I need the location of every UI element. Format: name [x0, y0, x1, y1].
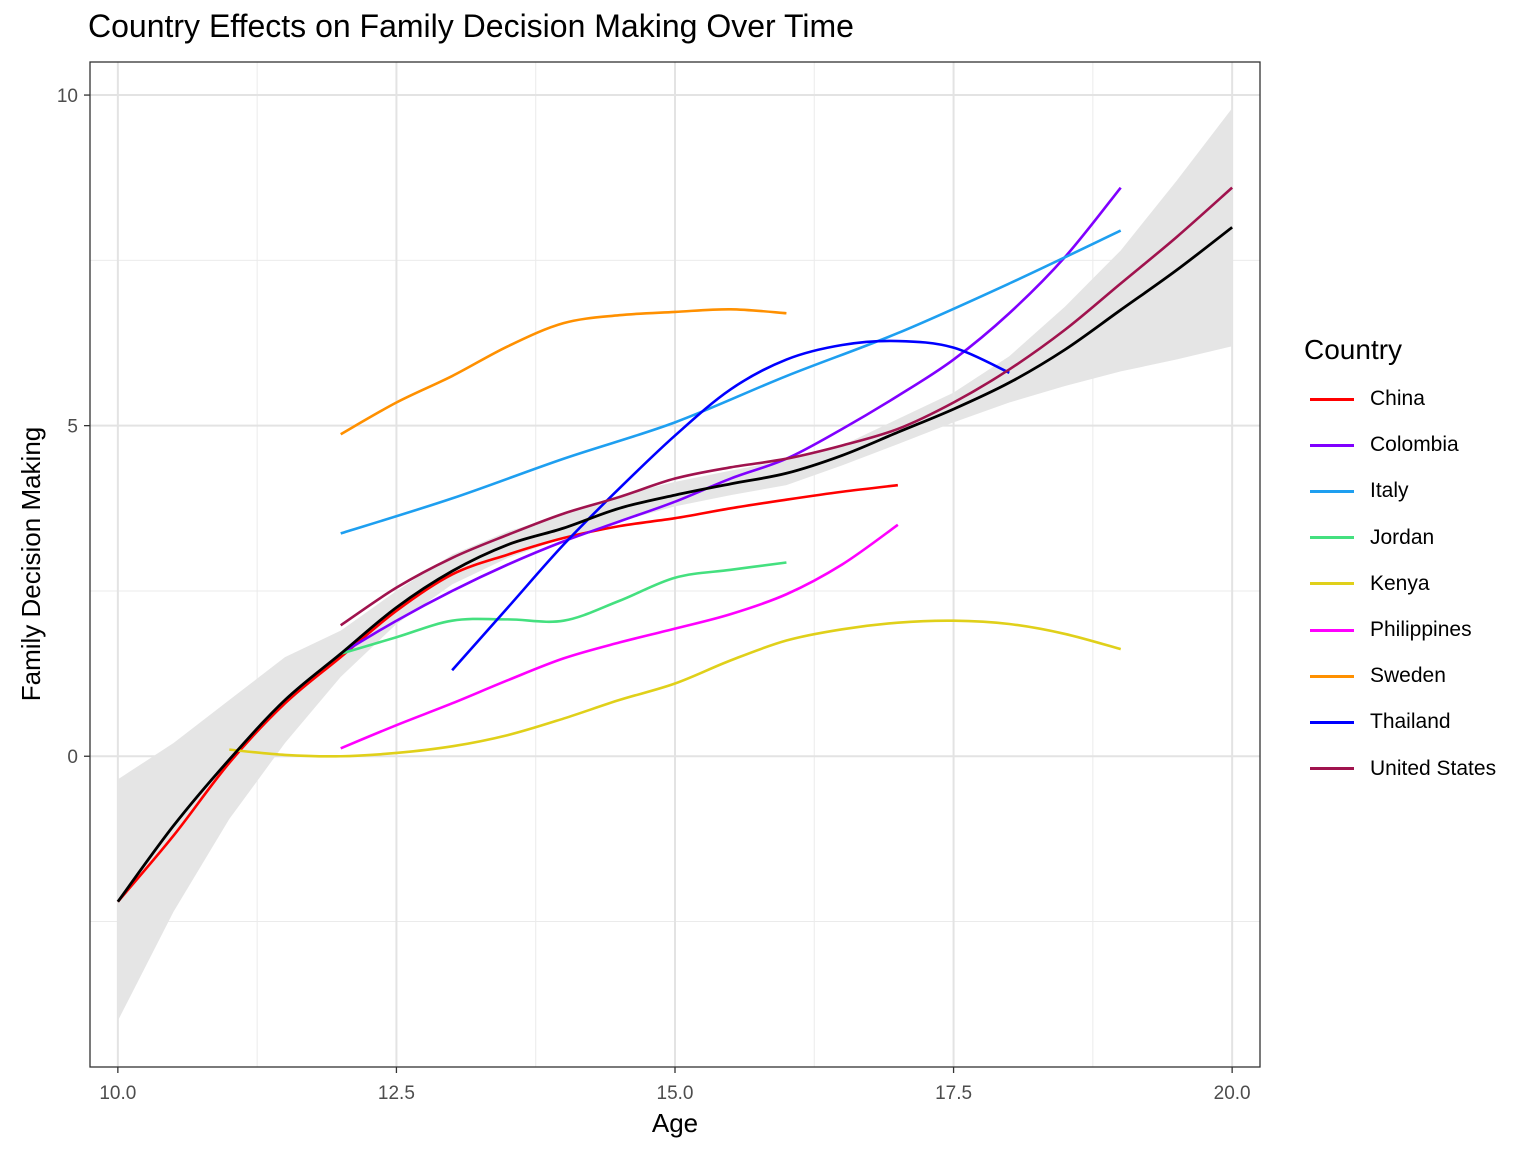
x-tick-label: 15.0	[657, 1083, 694, 1104]
legend-label: Jordan	[1370, 525, 1435, 549]
y-axis-title: Family Decision Making	[16, 427, 46, 702]
legend-key	[1310, 489, 1354, 493]
legend-label: Sweden	[1370, 664, 1446, 688]
legend-label: Italy	[1370, 479, 1409, 503]
legend-key	[1310, 536, 1354, 540]
legend-label: China	[1370, 387, 1425, 411]
legend-title: Country	[1304, 334, 1403, 365]
legend-item-united-states: United States	[1304, 746, 1496, 792]
legend-key	[1310, 397, 1354, 401]
legend-item-colombia: Colombia	[1304, 422, 1496, 468]
legend-key	[1310, 720, 1354, 724]
series-layer	[116, 186, 1234, 903]
legend-item-china: China	[1304, 376, 1496, 422]
legend-item-thailand: Thailand	[1304, 699, 1496, 745]
legend-label: Philippines	[1370, 618, 1472, 642]
series-line-colombia	[340, 186, 1122, 655]
series-line-jordan	[340, 561, 787, 656]
series-line-philippines	[340, 523, 899, 750]
legend-label: Kenya	[1370, 571, 1430, 595]
legend: Country China Colombia Italy Jordan Kenya Phi…	[1304, 334, 1496, 792]
legend-item-sweden: Sweden	[1304, 653, 1496, 699]
legend-key	[1310, 674, 1354, 678]
x-tick-label: 12.5	[378, 1083, 415, 1104]
legend-item-philippines: Philippines	[1304, 607, 1496, 653]
legend-label: Thailand	[1370, 710, 1451, 734]
legend-key	[1310, 582, 1354, 586]
x-tick-label: 10.0	[99, 1083, 136, 1104]
overall-fit-layer	[116, 226, 1233, 903]
legend-item-italy: Italy	[1304, 468, 1496, 514]
series-line-sweden	[340, 307, 787, 436]
legend-item-kenya: Kenya	[1304, 561, 1496, 607]
legend-key	[1310, 443, 1354, 447]
x-tick-label: 20.0	[1214, 1083, 1251, 1104]
series-line-italy	[340, 229, 1122, 535]
legend-item-jordan: Jordan	[1304, 515, 1496, 561]
x-tick-label: 17.5	[935, 1083, 972, 1104]
series-line-united-states	[339, 186, 1234, 627]
y-axis: 0 5 10	[57, 86, 90, 768]
x-axis: 10.0 12.5 15.0 17.5 20.0	[99, 1067, 1251, 1104]
y-tick-label: 10	[57, 86, 78, 107]
overall-fit-line	[116, 226, 1233, 903]
legend-items: China Colombia Italy Jordan Kenya Philippines…	[1304, 376, 1496, 792]
series-line-china	[116, 483, 899, 903]
series-line-kenya	[229, 619, 1122, 758]
chart-title: Country Effects on Family Decision Makin…	[88, 8, 854, 44]
x-axis-title: Age	[652, 1108, 698, 1138]
y-tick-label: 5	[67, 417, 78, 438]
legend-label: United States	[1370, 756, 1497, 780]
series-line-thailand	[451, 339, 1010, 672]
legend-key	[1310, 767, 1354, 771]
legend-key	[1310, 628, 1354, 632]
y-tick-label: 0	[67, 747, 78, 768]
legend-label: Colombia	[1370, 433, 1459, 457]
